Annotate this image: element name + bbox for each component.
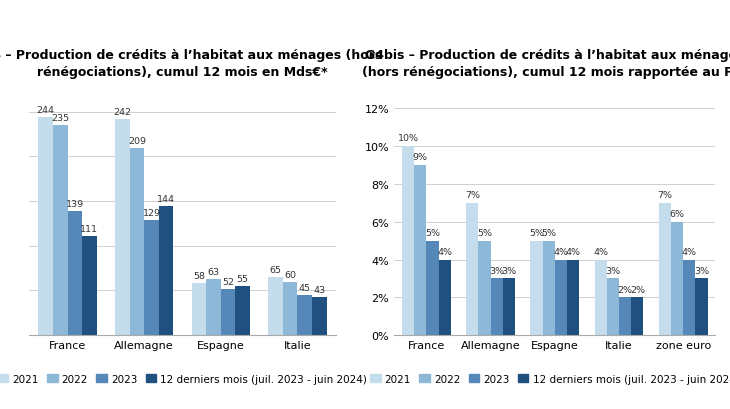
Text: 144: 144 [157,195,175,204]
Bar [82,236,96,335]
Text: 43: 43 [313,285,326,294]
Bar [439,260,450,335]
Text: 111: 111 [80,225,99,234]
Text: 5%: 5% [529,228,544,237]
Bar [220,289,235,335]
Bar [312,297,326,335]
Text: 129: 129 [142,208,161,217]
Bar [426,241,439,335]
Text: 242: 242 [113,108,131,117]
Bar [283,282,297,335]
Text: 4%: 4% [566,247,580,256]
Text: 65: 65 [269,265,282,274]
Text: 4%: 4% [593,247,608,256]
Text: 4%: 4% [437,247,452,256]
Bar [192,283,207,335]
Bar [207,279,220,335]
Legend: 2021, 2022, 2023, 12 derniers mois (juil. 2023 - juin 2024): 2021, 2022, 2023, 12 derniers mois (juil… [0,370,372,388]
Text: 10%: 10% [398,134,418,143]
Bar [696,279,707,335]
Text: 7%: 7% [658,191,672,200]
Text: 2%: 2% [618,285,633,294]
Bar [235,286,250,335]
Text: 4%: 4% [553,247,569,256]
Text: 209: 209 [128,137,146,146]
Bar [130,149,144,335]
Text: 244: 244 [36,106,55,115]
Bar [595,260,607,335]
Text: 3%: 3% [489,266,504,275]
Bar [631,298,643,335]
Title: G4bis – Production de crédits à l’habitat aux ménages
(hors rénégociations), cum: G4bis – Production de crédits à l’habita… [362,49,730,79]
Bar [491,279,503,335]
Text: 235: 235 [51,114,69,123]
Bar [531,241,542,335]
Text: 52: 52 [222,277,234,286]
Bar [542,241,555,335]
Text: 2%: 2% [630,285,645,294]
Bar [567,260,579,335]
Bar [503,279,515,335]
Bar [298,295,312,335]
Text: 45: 45 [299,283,311,292]
Text: 3%: 3% [605,266,620,275]
Bar [67,211,82,335]
Text: 5%: 5% [477,228,492,237]
Text: 60: 60 [284,270,296,279]
Bar [466,203,478,335]
Bar [659,203,671,335]
Text: 7%: 7% [465,191,480,200]
Bar [671,222,683,335]
Text: 3%: 3% [502,266,516,275]
Text: 55: 55 [237,274,249,283]
Bar [53,126,67,335]
Text: 58: 58 [193,272,205,281]
Bar [144,220,158,335]
Text: 139: 139 [66,200,84,209]
Bar [607,279,619,335]
Bar [414,166,426,335]
Bar [402,146,414,335]
Bar [478,241,491,335]
Text: 3%: 3% [694,266,709,275]
Bar [555,260,567,335]
Text: 4%: 4% [682,247,697,256]
Title: G4 – Production de crédits à l’habitat aux ménages (hors
rénégociations), cumul : G4 – Production de crédits à l’habitat a… [0,49,383,79]
Legend: 2021, 2022, 2023, 12 derniers mois (juil. 2023 - juin 2024): 2021, 2022, 2023, 12 derniers mois (juil… [366,370,730,388]
Bar [683,260,696,335]
Bar [269,277,283,335]
Text: 6%: 6% [669,209,685,218]
Text: 9%: 9% [412,153,428,162]
Bar [619,298,631,335]
Bar [158,207,173,335]
Bar [39,118,53,335]
Bar [115,119,130,335]
Text: 5%: 5% [425,228,440,237]
Text: 5%: 5% [541,228,556,237]
Text: 63: 63 [207,267,220,276]
